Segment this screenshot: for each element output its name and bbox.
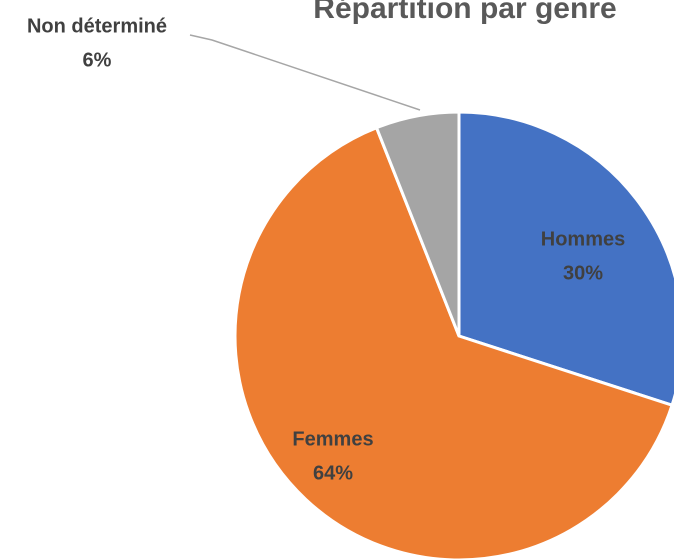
slice-value-label: 6% xyxy=(83,49,112,71)
pie xyxy=(233,110,674,560)
pie-slice xyxy=(233,125,674,560)
slice-label: Non déterminé xyxy=(27,15,167,37)
leader-line xyxy=(189,34,421,111)
chart-title: Répartition par genre xyxy=(313,0,616,25)
slice-label: Hommes xyxy=(541,228,625,250)
pie-slice xyxy=(457,110,674,408)
slice-value-label: 30% xyxy=(563,262,603,284)
slice-value-label: 64% xyxy=(313,462,353,484)
slice-label: Femmes xyxy=(292,428,373,450)
pie-slice xyxy=(374,110,461,337)
